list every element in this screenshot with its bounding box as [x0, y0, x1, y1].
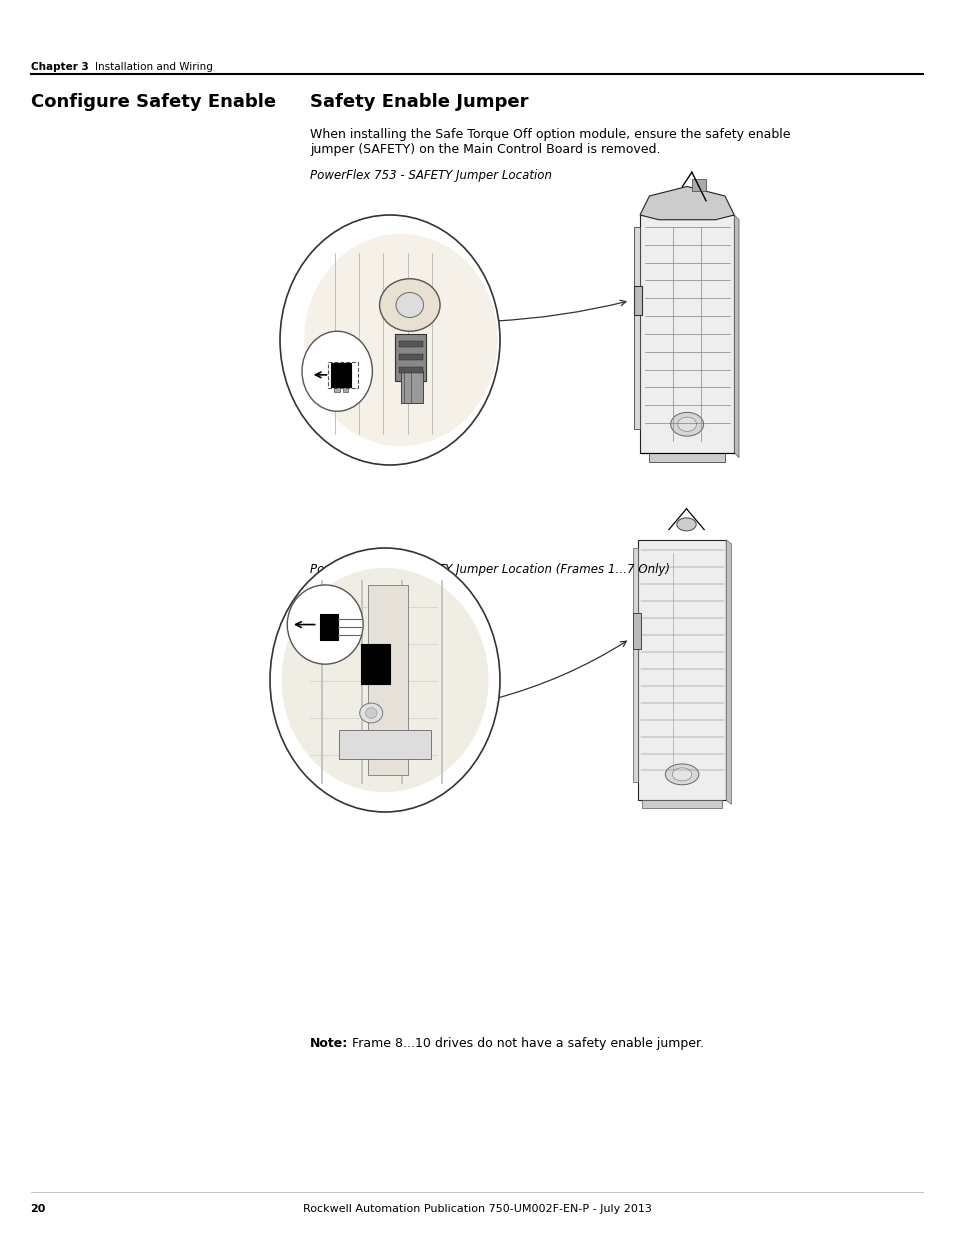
Polygon shape — [725, 540, 731, 804]
Text: jumper (SAFETY) on the Main Control Board is removed.: jumper (SAFETY) on the Main Control Boar… — [310, 143, 659, 157]
FancyBboxPatch shape — [334, 383, 339, 391]
FancyBboxPatch shape — [638, 540, 725, 800]
FancyBboxPatch shape — [398, 354, 423, 359]
FancyBboxPatch shape — [400, 372, 422, 403]
FancyBboxPatch shape — [639, 215, 734, 453]
Polygon shape — [639, 186, 734, 220]
Text: Chapter 3: Chapter 3 — [30, 62, 89, 72]
FancyBboxPatch shape — [632, 548, 638, 782]
FancyBboxPatch shape — [641, 800, 721, 808]
Text: When installing the Safe Torque Off option module, ensure the safety enable: When installing the Safe Torque Off opti… — [310, 128, 790, 142]
FancyBboxPatch shape — [649, 453, 724, 462]
Ellipse shape — [270, 548, 499, 811]
FancyBboxPatch shape — [338, 730, 431, 760]
Text: Configure Safety Enable: Configure Safety Enable — [30, 93, 275, 111]
Text: Safety Enable Jumper: Safety Enable Jumper — [310, 93, 528, 111]
Text: 20: 20 — [30, 1204, 46, 1214]
Text: Frame 8...10 drives do not have a safety enable jumper.: Frame 8...10 drives do not have a safety… — [348, 1037, 703, 1051]
Ellipse shape — [379, 279, 439, 331]
Text: Note:: Note: — [310, 1037, 348, 1051]
FancyBboxPatch shape — [398, 368, 423, 373]
FancyBboxPatch shape — [634, 227, 639, 429]
FancyBboxPatch shape — [634, 287, 641, 315]
FancyBboxPatch shape — [361, 645, 390, 684]
FancyBboxPatch shape — [691, 179, 705, 191]
Text: Rockwell Automation Publication 750-UM002F-EN-P - July 2013: Rockwell Automation Publication 750-UM00… — [302, 1204, 651, 1214]
Ellipse shape — [664, 764, 699, 784]
Ellipse shape — [676, 517, 696, 531]
Ellipse shape — [670, 412, 703, 436]
Ellipse shape — [281, 568, 488, 792]
Text: Installation and Wiring: Installation and Wiring — [95, 62, 213, 72]
Ellipse shape — [677, 417, 696, 431]
Ellipse shape — [287, 585, 363, 664]
FancyBboxPatch shape — [632, 613, 640, 650]
Polygon shape — [734, 215, 739, 457]
FancyBboxPatch shape — [367, 585, 408, 776]
Ellipse shape — [304, 233, 497, 446]
Ellipse shape — [302, 331, 372, 411]
FancyBboxPatch shape — [395, 333, 426, 382]
Ellipse shape — [280, 215, 499, 466]
Text: PowerFlex 755 - SAFETY Jumper Location (Frames 1…7 Only): PowerFlex 755 - SAFETY Jumper Location (… — [310, 563, 669, 577]
FancyBboxPatch shape — [319, 614, 338, 640]
Text: PowerFlex 753 - SAFETY Jumper Location: PowerFlex 753 - SAFETY Jumper Location — [310, 169, 552, 183]
Ellipse shape — [672, 768, 691, 781]
Ellipse shape — [395, 293, 423, 317]
Ellipse shape — [365, 708, 376, 719]
FancyBboxPatch shape — [343, 383, 348, 391]
Ellipse shape — [359, 703, 382, 722]
FancyBboxPatch shape — [331, 363, 351, 387]
FancyBboxPatch shape — [398, 341, 423, 347]
